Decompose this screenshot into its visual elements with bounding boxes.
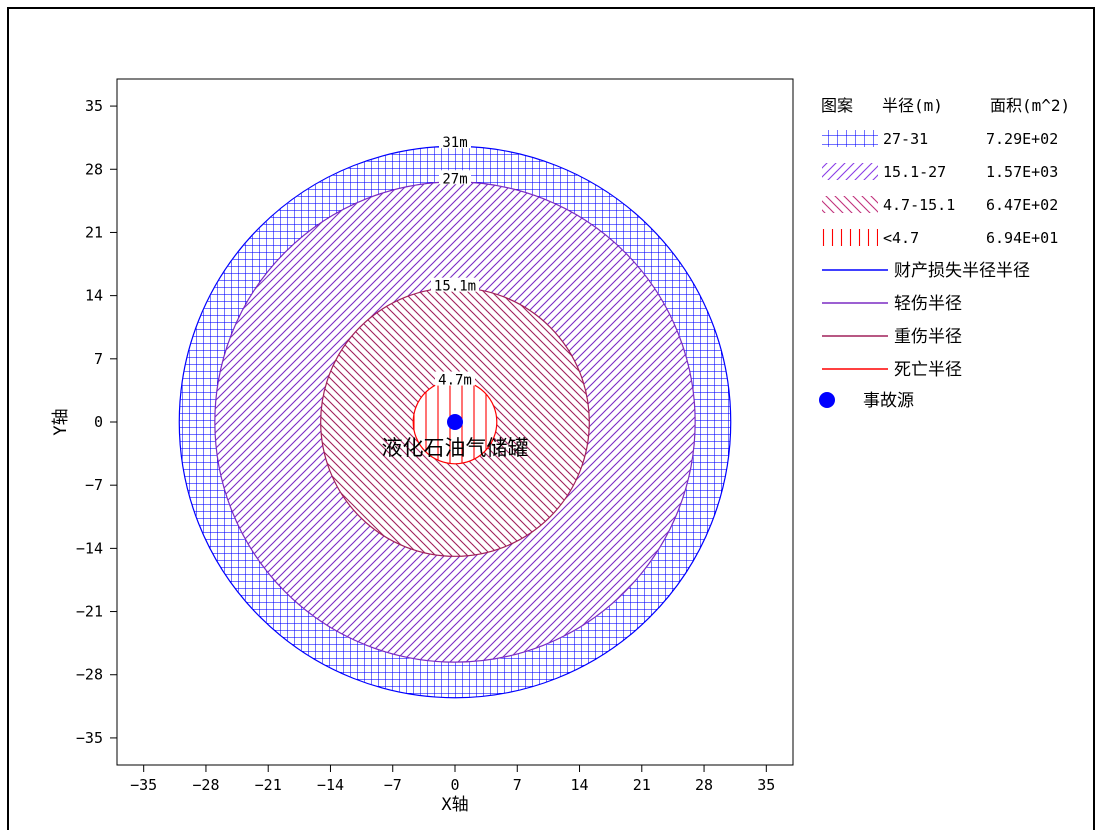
legend-area: 6.94E+01 — [986, 229, 1058, 247]
x-axis-label: X轴 — [441, 795, 468, 815]
x-tick-label: 7 — [513, 776, 522, 794]
y-tick-label: −14 — [76, 539, 103, 557]
legend-swatch-vertical — [822, 229, 878, 246]
y-tick-label: 35 — [85, 97, 103, 115]
radius-label: 27m — [442, 171, 467, 187]
legend-area: 1.57E+03 — [986, 163, 1058, 181]
legend-area: 7.29E+02 — [986, 130, 1058, 148]
y-tick-label: 14 — [85, 287, 103, 305]
y-tick-label: −7 — [85, 476, 103, 494]
legend-line-label: 重伤半径 — [894, 327, 962, 347]
x-tick-label: 0 — [450, 776, 459, 794]
legend-swatch-backslash — [822, 196, 878, 213]
legend-line-label: 轻伤半径 — [894, 294, 962, 314]
x-tick-label: −28 — [192, 776, 219, 794]
y-tick-label: 7 — [94, 350, 103, 368]
legend-range: <4.7 — [883, 229, 919, 247]
y-tick-label: −35 — [76, 729, 103, 747]
y-tick-label: 21 — [85, 223, 103, 241]
radius-label-bg — [439, 134, 471, 149]
legend-range: 4.7-15.1 — [883, 196, 955, 214]
y-tick-label: 0 — [94, 413, 103, 431]
legend-range: 27-31 — [883, 130, 928, 148]
x-tick-label: 35 — [757, 776, 775, 794]
legend-range: 15.1-27 — [883, 163, 946, 181]
radius-label-bg — [435, 371, 475, 386]
legend-source-label: 事故源 — [863, 391, 914, 411]
y-tick-label: −21 — [76, 603, 103, 621]
x-tick-label: −21 — [255, 776, 282, 794]
accident-source-point — [447, 414, 463, 430]
x-tick-label: 28 — [695, 776, 713, 794]
legend-area: 6.47E+02 — [986, 196, 1058, 214]
chart-frame — [7, 7, 1095, 830]
legend-line-label: 财产损失半径半径 — [894, 261, 1030, 281]
radius-label: 31m — [442, 135, 467, 151]
legend-header: 面积(m^2) — [990, 96, 1070, 115]
x-tick-label: −35 — [130, 776, 157, 794]
legend-swatch-slash — [822, 163, 878, 180]
x-tick-label: 21 — [633, 776, 651, 794]
legend-source-marker — [819, 392, 835, 408]
x-tick-label: −7 — [384, 776, 402, 794]
source-label: 液化石油气储罐 — [382, 436, 529, 460]
legend-header: 图案 — [821, 96, 853, 115]
y-tick-label: 28 — [85, 160, 103, 178]
legend-swatch-grid — [822, 130, 878, 147]
x-tick-label: −14 — [317, 776, 344, 794]
legend-line-label: 死亡半径 — [894, 360, 962, 380]
y-axis-label: Y轴 — [51, 408, 71, 435]
x-tick-label: 14 — [570, 776, 588, 794]
y-tick-label: −28 — [76, 666, 103, 684]
radius-label: 15.1m — [434, 279, 476, 295]
radius-label-bg — [431, 277, 479, 292]
radius-label: 4.7m — [438, 373, 472, 389]
radius-label-bg — [439, 170, 471, 185]
legend-header: 半径(m) — [882, 96, 943, 115]
